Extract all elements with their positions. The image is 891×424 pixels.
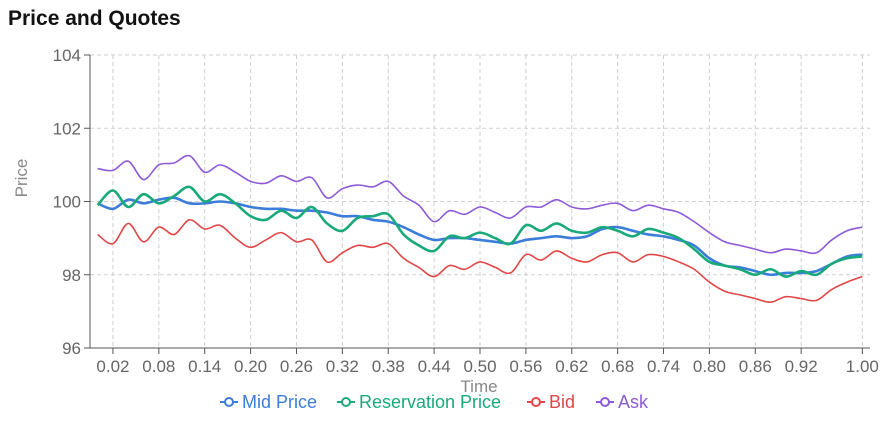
x-axis-label: Time: [460, 377, 497, 396]
x-tick-label: 1.00: [846, 357, 879, 376]
legend-label: Mid Price: [242, 392, 317, 412]
series-line-ask: [97, 154, 863, 255]
x-tick-label: 0.14: [188, 357, 221, 376]
y-tick-label: 98: [62, 266, 81, 285]
x-tick-label: 0.92: [785, 357, 818, 376]
legend-marker: [341, 397, 351, 407]
legend-item[interactable]: Mid Price: [220, 392, 317, 412]
legend: Mid Price Reservation Price Bid Ask: [220, 392, 649, 412]
legend-label: Reservation Price: [359, 392, 501, 412]
y-tick-label: 102: [53, 119, 81, 138]
x-tick-label: 0.08: [142, 357, 175, 376]
legend-item[interactable]: Bid: [527, 392, 575, 412]
legend-marker: [531, 397, 541, 407]
y-axis-label: Price: [12, 159, 31, 198]
x-tick-label: 0.62: [555, 357, 588, 376]
legend-label: Bid: [549, 392, 575, 412]
x-tick-label: 0.86: [739, 357, 772, 376]
x-tick-label: 0.74: [647, 357, 680, 376]
axes: 0.02 0.08 0.14 0.20 0.26 0.32 0.38 0.44 0.50 0.56…: [53, 46, 879, 376]
x-tick-label: 0.38: [372, 357, 405, 376]
chart-title: Price and Quotes: [8, 7, 181, 30]
series-line-bid: [97, 219, 863, 304]
x-tick-label: 0.44: [418, 357, 451, 376]
x-tick-label: 0.32: [326, 357, 359, 376]
y-tick-label: 104: [53, 46, 81, 65]
x-tick-label: 0.20: [234, 357, 267, 376]
series-lines: [96, 154, 863, 304]
legend-item[interactable]: Ask: [596, 392, 649, 412]
x-tick-label: 0.02: [96, 357, 129, 376]
x-tick-label: 0.68: [601, 357, 634, 376]
y-tick-label: 100: [53, 193, 81, 212]
x-tick-label: 0.50: [463, 357, 496, 376]
x-tick-label: 0.26: [280, 357, 313, 376]
legend-label: Ask: [618, 392, 649, 412]
legend-marker: [224, 397, 234, 407]
legend-item[interactable]: Reservation Price: [337, 392, 501, 412]
legend-marker: [600, 397, 610, 407]
x-tick-label: 0.80: [693, 357, 726, 376]
y-tick-label: 96: [62, 339, 81, 358]
x-tick-label: 0.56: [509, 357, 542, 376]
series-line-reservation-price: [96, 185, 863, 278]
